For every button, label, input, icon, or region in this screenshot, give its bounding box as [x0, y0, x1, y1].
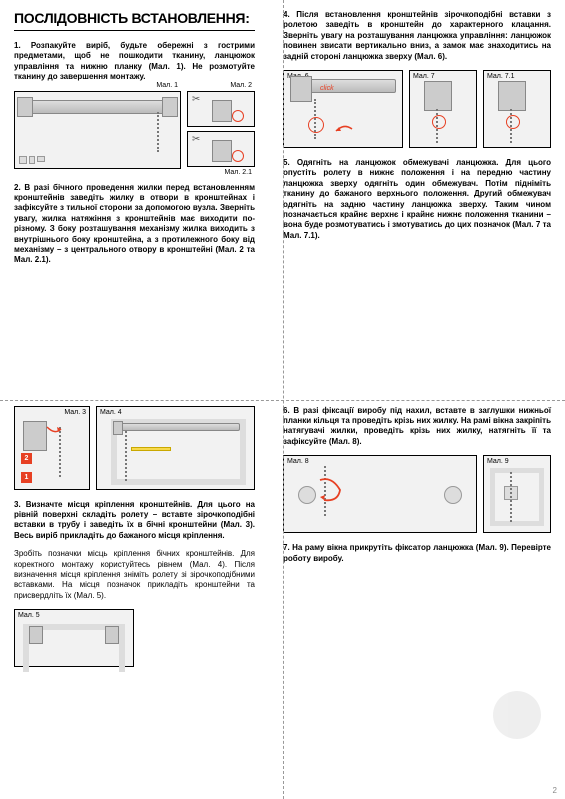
- fig-5: Мал. 5: [14, 609, 134, 667]
- step-7: 7. На раму вікна прикрутіть фіксатор лан…: [283, 543, 551, 564]
- fig-3-label: Мал. 3: [64, 409, 86, 416]
- scissors-icon: ✂: [192, 134, 200, 145]
- figrow-1: Мал. 1 Мал. 2 ✂ Мал.: [14, 91, 255, 169]
- arrow-icon: [316, 476, 346, 506]
- fig-71: Мал. 7.1: [483, 70, 551, 148]
- fig-71-label: Мал. 7.1: [487, 73, 515, 80]
- step-6: 6. В разі фіксації виробу під нахил, вст…: [283, 406, 551, 448]
- fig-21: Мал. 2.1 ✂: [187, 131, 255, 167]
- page-number: 2: [553, 786, 557, 795]
- fig-2-label: Мал. 2: [230, 82, 252, 89]
- figrow-6: Мал. 8 Мал. 9: [283, 455, 551, 533]
- fig-7: Мал. 7: [409, 70, 477, 148]
- step-3a: 3. Визначте місця кріплення кронштейнів.…: [14, 500, 255, 542]
- fig-1: Мал. 1: [14, 91, 181, 169]
- arrow-icon: [45, 425, 63, 439]
- step-4: 4. Після встановлення кронштейнів зірочк…: [283, 10, 551, 62]
- fig-1-label: Мал. 1: [156, 82, 178, 89]
- fig-3: Мал. 3 2 1: [14, 406, 90, 490]
- scissors-icon: ✂: [192, 94, 200, 105]
- fig-4: Мал. 4: [96, 406, 255, 490]
- figrow-4: Мал. 6 click Мал. 7 Мал. 7.1: [283, 70, 551, 148]
- step-1: 1. Розпакуйте виріб, будьте обережні з г…: [14, 41, 255, 83]
- watermark-icon: [493, 691, 541, 739]
- click-label: click: [320, 85, 334, 92]
- figrow-5: Мал. 5: [14, 609, 255, 667]
- fig-8: Мал. 8: [283, 455, 477, 533]
- step-3b: Зробіть позначки місць кріплення бічних …: [14, 549, 255, 601]
- fig-2: Мал. 2 ✂: [187, 91, 255, 127]
- fig-7-label: Мал. 7: [413, 73, 435, 80]
- figrow-3: Мал. 3 2 1 Мал. 4: [14, 406, 255, 490]
- step-5: 5. Одягніть на ланцюжок обмежувачі ланцю…: [283, 158, 551, 241]
- arrow-icon: [334, 121, 354, 135]
- page-title: Послідовність встановлення:: [14, 10, 255, 31]
- fig-9-label: Мал. 9: [487, 458, 509, 465]
- fig-5-label: Мал. 5: [18, 612, 40, 619]
- tensioner: [298, 486, 316, 504]
- step-2: 2. В разі бічного проведення жилки перед…: [14, 183, 255, 266]
- fig-9: Мал. 9: [483, 455, 551, 533]
- fig-4-label: Мал. 4: [100, 409, 122, 416]
- badge-2: 2: [21, 453, 32, 464]
- fig-6: Мал. 6 click: [283, 70, 403, 148]
- fig-8-label: Мал. 8: [287, 458, 309, 465]
- level-tool: [131, 447, 171, 451]
- fig-21-label: Мал. 2.1: [224, 169, 252, 176]
- badge-1: 1: [21, 472, 32, 483]
